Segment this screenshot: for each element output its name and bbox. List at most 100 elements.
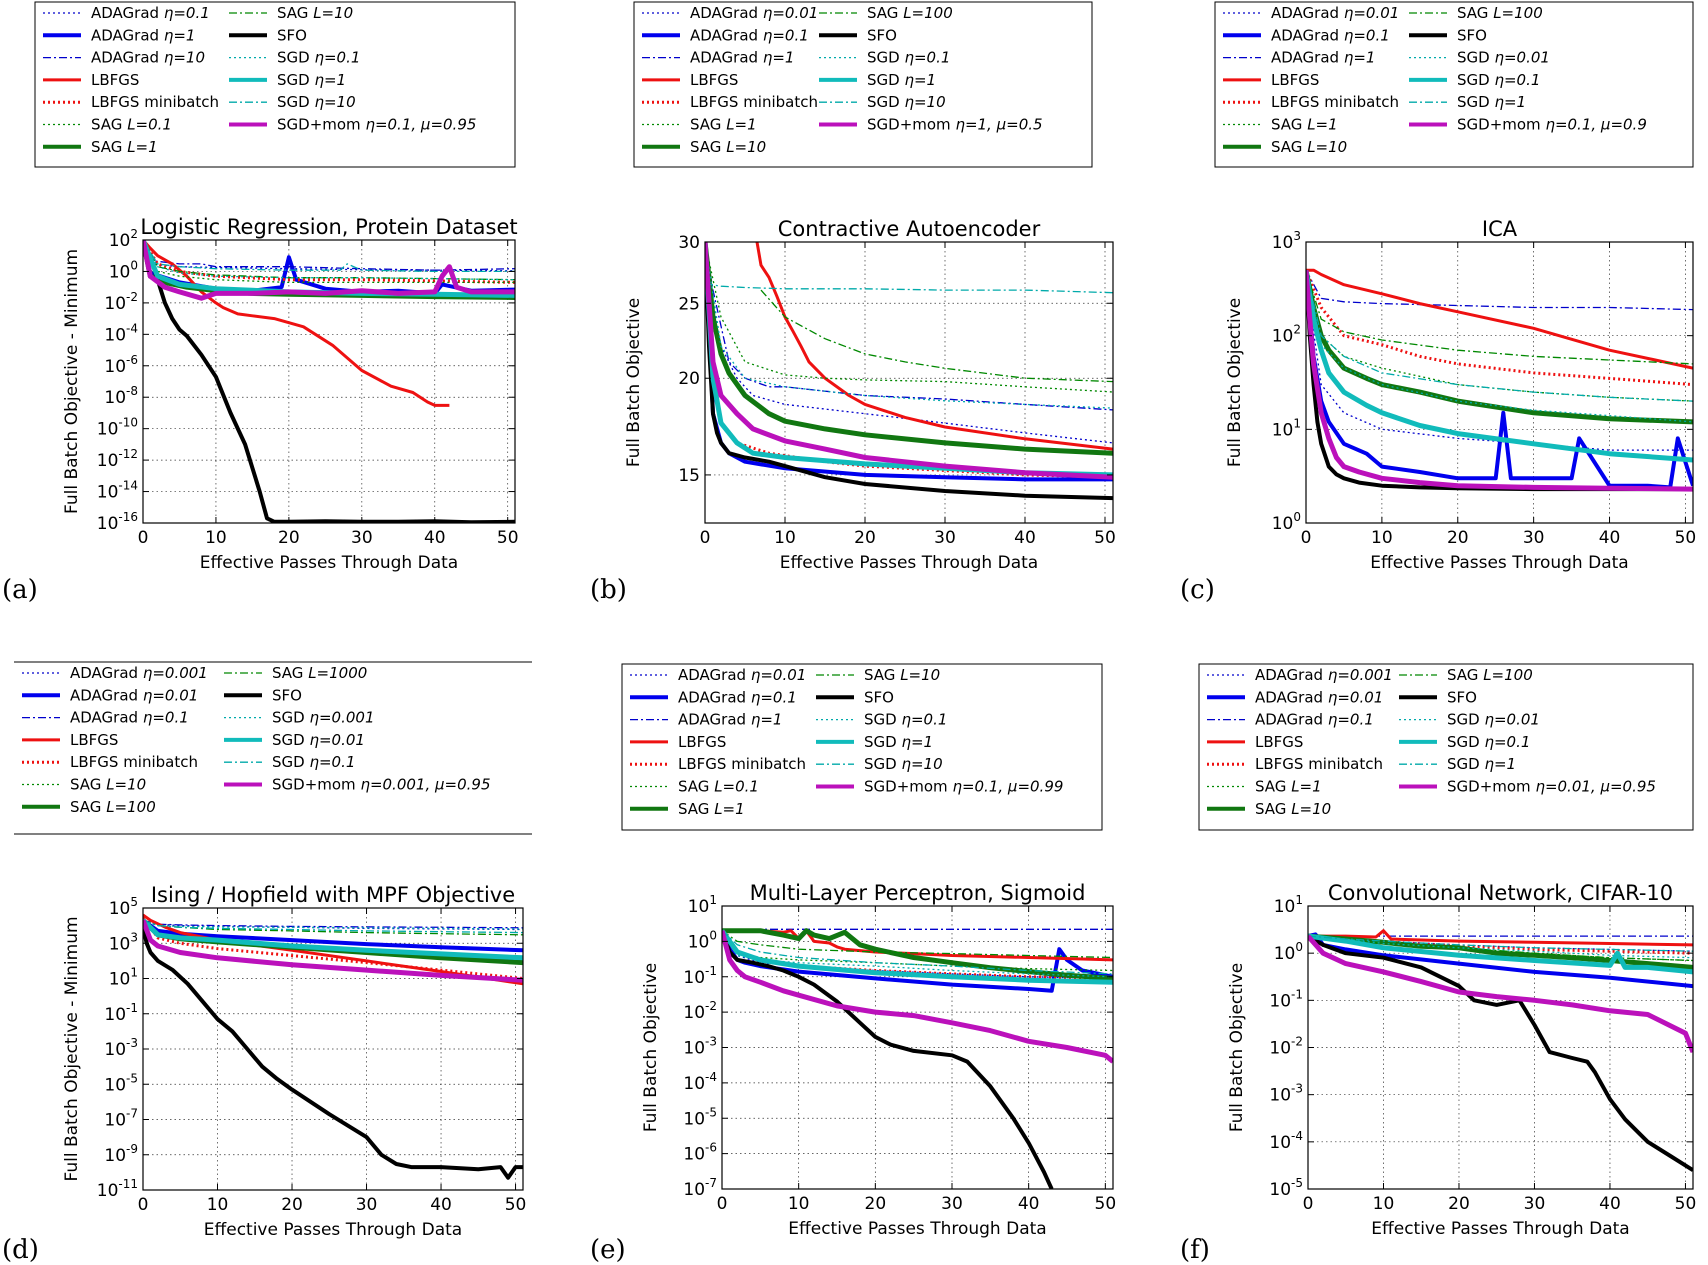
series-line-sfo: [143, 242, 515, 523]
legend-label: SAG L=0.1: [678, 778, 759, 796]
series-line-sag-mid: [705, 242, 1113, 456]
series-line-sgd-hi: [1308, 935, 1693, 952]
series-line-sgd-mom: [705, 242, 1113, 480]
panel-letter: (b): [590, 575, 627, 605]
series-line-adagrad-lo: [143, 240, 515, 272]
x-tick-label: 50: [505, 1195, 527, 1215]
y-tick-label: 102: [109, 227, 138, 251]
x-axis-label: Effective Passes Through Data: [788, 1219, 1046, 1239]
x-axis: 0 10 20 30 40 50: [138, 908, 527, 1215]
legend-label: SGD η=10: [277, 93, 356, 111]
series-line-sag-lo: [143, 240, 515, 284]
legend-label: SFO: [864, 688, 894, 706]
legend-label: ADAGrad η=1: [91, 26, 195, 44]
panel-letter: (d): [2, 1235, 39, 1265]
y-axis-label: Full Batch Objective - Minimum: [62, 249, 82, 514]
x-tick-label: 40: [1018, 1194, 1040, 1214]
y-tick-label: 10-10: [97, 416, 138, 440]
legend-frame: [1198, 663, 1694, 831]
legend-label: SGD η=0.1: [1447, 733, 1530, 751]
legend: ADAGrad η=0.01 ADAGrad η=0.1 ADAGrad η=1 LB…: [633, 1, 1093, 168]
y-tick-label: 10-8: [104, 384, 138, 408]
legend-label: SFO: [867, 26, 897, 44]
legend-label: ADAGrad η=0.001: [70, 664, 208, 682]
legend-label: LBFGS minibatch: [70, 753, 198, 771]
panel-letter: (f): [1180, 1235, 1210, 1265]
legend-label: SGD+mom η=0.1, μ=0.9: [1457, 116, 1647, 134]
legend-label: ADAGrad η=0.01: [690, 4, 818, 22]
axes-frame: [142, 239, 516, 524]
legend-frame: [633, 1, 1093, 168]
x-tick-label: 0: [1301, 528, 1312, 548]
x-tick-label: 30: [351, 528, 373, 548]
y-tick-label: 10-7: [104, 1107, 138, 1131]
y-tick-label: 10-6: [683, 1141, 717, 1165]
y-tick-label: 10-2: [683, 999, 717, 1023]
legend-label: ADAGrad η=0.01: [1255, 688, 1383, 706]
y-tick-label: 101: [688, 893, 717, 917]
x-axis-label: Effective Passes Through Data: [200, 553, 458, 573]
legend-label: LBFGS minibatch: [678, 755, 806, 773]
x-tick-label: 10: [1373, 1194, 1395, 1214]
legend-label: SGD η=0.001: [272, 709, 375, 727]
series-line-lbfgs: [755, 242, 1113, 451]
y-tick-label: 10-1: [104, 1001, 138, 1025]
legend-label: ADAGrad η=1: [1271, 49, 1375, 67]
legend-label: ADAGrad η=0.1: [678, 688, 797, 706]
y-tick-label: 10-7: [683, 1176, 717, 1200]
y-tick-label: 25: [678, 294, 700, 314]
legend-label: ADAGrad η=10: [91, 49, 205, 67]
x-tick-label: 40: [1599, 1194, 1621, 1214]
series-line-sgd-mom: [143, 240, 515, 301]
x-tick-label: 30: [356, 1195, 378, 1215]
legend-label: ADAGrad η=0.01: [678, 666, 806, 684]
legend-label: SAG L=100: [1457, 4, 1543, 22]
y-tick-label: 102: [1272, 323, 1301, 347]
legend-frame: [1214, 1, 1694, 168]
legend-label: LBFGS minibatch: [1255, 755, 1383, 773]
axes-frame: [1307, 905, 1694, 1190]
chart-panel: (a) ADAGrad η=0.1 ADAGrad η=1 ADAGrad η=10 L…: [2, 1, 519, 605]
series-group: [1308, 929, 1693, 1172]
y-tick-label: 100: [109, 258, 138, 282]
y-tick-label: 10-16: [97, 510, 138, 534]
x-tick-label: 20: [854, 528, 876, 548]
y-tick-label: 103: [1272, 229, 1301, 253]
legend-label: SGD η=0.1: [864, 711, 947, 729]
legend: ADAGrad η=0.1 ADAGrad η=1 ADAGrad η=10 LBFG…: [34, 1, 516, 168]
x-axis: 0 10 20 30 40 50: [138, 240, 519, 548]
x-tick-label: 0: [700, 528, 711, 548]
y-tick-label: 10-4: [104, 321, 138, 345]
y-tick-label: 10-11: [97, 1177, 138, 1201]
legend-label: SAG L=100: [1447, 666, 1533, 684]
panel-letter: (a): [2, 575, 38, 605]
y-axis: 10-11 10-9 10-7 10-5 10-3 10-1 101 103 105: [97, 895, 523, 1201]
series-line-lbfgs: [1306, 268, 1693, 370]
x-axis: 0 10 20 30 40 50: [700, 242, 1116, 548]
y-tick-label: 10-12: [97, 447, 138, 471]
series-line-sgd-mom: [143, 919, 523, 983]
y-tick-label: 10-9: [104, 1142, 138, 1166]
series-group: [722, 928, 1113, 1189]
chart-title: Ising / Hopfield with MPF Objective: [151, 883, 515, 907]
series-line-sag-mid: [1306, 269, 1693, 425]
x-tick-label: 40: [430, 1195, 452, 1215]
y-tick-label: 10-3: [104, 1036, 138, 1060]
series-line-sag-hi: [722, 930, 1113, 959]
series-line-sgd-mid: [1308, 933, 1693, 975]
legend-frame: [34, 1, 516, 168]
x-axis-label: Effective Passes Through Data: [204, 1220, 462, 1240]
x-tick-label: 20: [865, 1194, 887, 1214]
axes-frame: [1305, 241, 1694, 524]
legend-label: SAG L=1: [1271, 116, 1338, 134]
legend-label: SGD η=1: [1457, 93, 1526, 111]
y-tick-label: 10-5: [1269, 1176, 1303, 1200]
y-tick-label: 101: [109, 966, 138, 990]
legend-label: SGD η=0.1: [277, 49, 360, 67]
series-line-sgd-hi: [143, 240, 515, 273]
legend-label: LBFGS: [91, 71, 139, 89]
legend-frame: [621, 663, 1103, 831]
x-tick-label: 10: [207, 1195, 229, 1215]
